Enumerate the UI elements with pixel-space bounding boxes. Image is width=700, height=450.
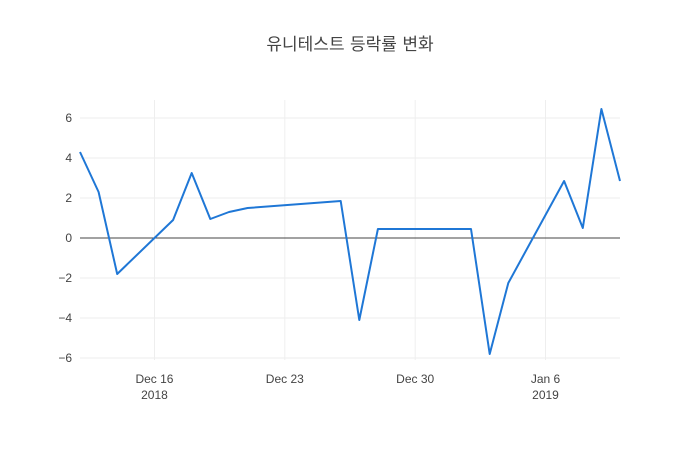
x-tick-year-label: 2019 (532, 388, 559, 402)
plot-layer (79, 108, 621, 355)
x-tick-label: Jan 6 (531, 372, 561, 386)
series-line (79, 108, 621, 355)
y-tick-label: 4 (65, 151, 72, 165)
x-tick-year-label: 2018 (141, 388, 168, 402)
y-tick-label: −4 (58, 311, 72, 325)
y-tick-label: −6 (58, 351, 72, 365)
x-tick-label: Dec 23 (266, 372, 304, 386)
axis-layer: 6 4 2 0 −2 −4 −6 Dec 16 2018 Dec 23 Dec 30 Jan 6 201… (58, 111, 620, 402)
x-tick-label: Dec 30 (396, 372, 434, 386)
chart-title: 유니테스트 등락률 변화 (266, 35, 434, 55)
y-tick-label: −2 (58, 271, 72, 285)
y-tick-label: 2 (65, 191, 72, 205)
y-tick-label: 0 (65, 231, 72, 245)
grid-layer (80, 100, 620, 360)
x-tick-label: Dec 16 (135, 372, 173, 386)
y-tick-label: 6 (65, 111, 72, 125)
